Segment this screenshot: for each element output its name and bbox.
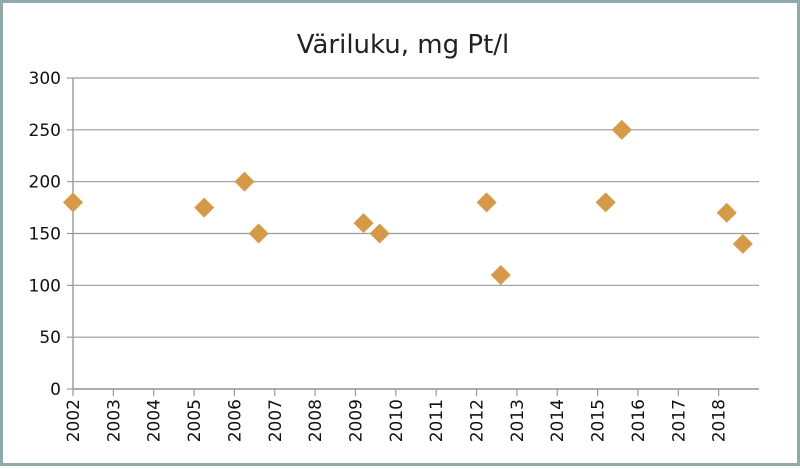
data-point [234,171,255,192]
data-point [369,223,390,244]
x-tick-label: 2011 [427,399,447,442]
x-tick-label: 2004 [145,399,165,442]
data-point [476,192,497,213]
x-tick-label: 2002 [64,399,84,442]
data-point [595,192,616,213]
y-tick-label: 0 [50,380,61,400]
gridlines [73,77,759,390]
data-points [63,119,753,285]
x-tick-label: 2003 [104,399,124,442]
y-tick-labels: 0 50 100 150 200 250 300 [29,69,61,400]
y-tick-label: 300 [29,69,61,89]
x-tick-label: 2018 [710,399,730,442]
data-point [716,202,737,223]
x-tick-label: 2005 [185,399,205,442]
data-point [63,192,83,213]
chart-title: Väriluku, mg Pt/l [297,30,510,60]
x-tick-label: 2013 [508,399,528,442]
x-tick-label: 2016 [629,399,649,442]
x-tick-label: 2017 [669,399,689,442]
data-point [353,213,374,234]
x-tick-label: 2009 [346,399,366,442]
x-tick-label: 2006 [225,399,245,442]
y-tick-label: 150 [29,225,61,245]
y-tick-label: 250 [29,121,61,141]
x-tick-labels: 2002 2003 2004 2005 2006 2007 2008 2009 2010 2011… [64,399,730,442]
x-tick-label: 2010 [387,399,407,442]
y-tick-label: 100 [29,276,61,296]
x-tick-label: 2007 [266,399,286,442]
x-tick-label: 2008 [306,399,326,442]
x-tick-label: 2015 [589,399,609,442]
data-point [611,119,632,140]
x-tick-label: 2014 [548,399,568,442]
data-point [732,233,753,254]
axes [67,77,759,396]
y-tick-label: 50 [39,328,61,348]
y-tick-label: 200 [29,173,61,193]
data-point [248,223,269,244]
x-tick-label: 2012 [468,399,488,442]
data-point [194,197,215,218]
scatter-chart: Väriluku, mg Pt/l 0 50 100 150 200 250 300 200… [29,30,759,442]
data-point [490,264,511,285]
